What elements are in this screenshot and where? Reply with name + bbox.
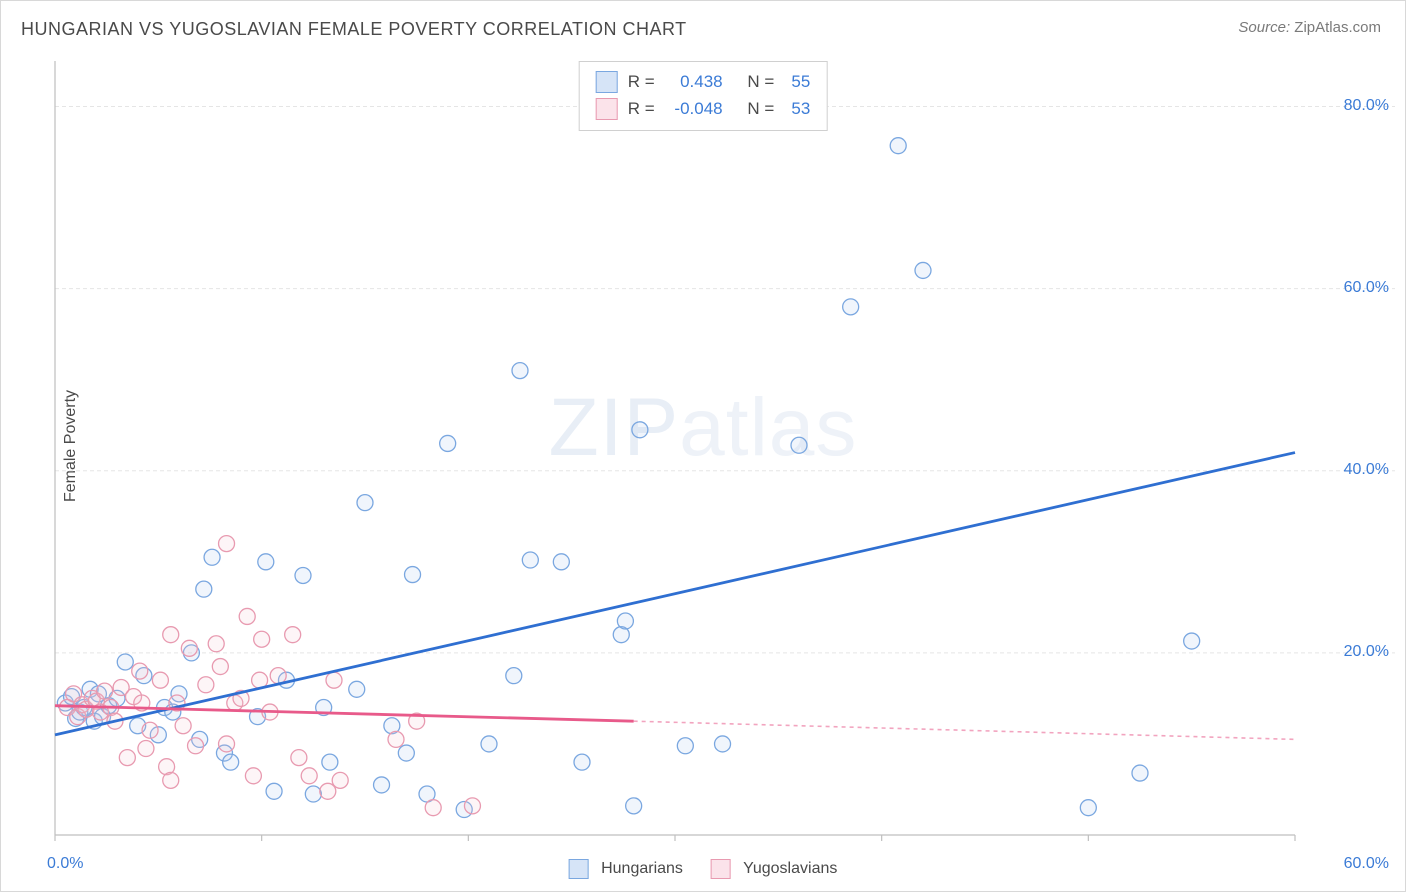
n-value-yugoslavians: 53 <box>784 95 810 122</box>
legend-item-hungarians: Hungarians <box>569 859 683 879</box>
source-label: Source: <box>1238 19 1290 36</box>
legend-swatch-hungarians <box>596 71 618 93</box>
source-name: ZipAtlas.com <box>1294 19 1381 36</box>
n-label: N = <box>747 68 774 95</box>
y-tick-label-40: 40.0% <box>1344 461 1389 479</box>
series-legend: Hungarians Yugoslavians <box>569 859 838 879</box>
legend-label-hungarians: Hungarians <box>601 860 683 877</box>
r-label: R = <box>628 95 655 122</box>
y-tick-label-20: 20.0% <box>1344 643 1389 661</box>
r-value-yugoslavians: -0.048 <box>665 95 723 122</box>
r-value-hungarians: 0.438 <box>665 68 723 95</box>
x-axis-min-label: 0.0% <box>47 855 83 873</box>
n-label: N = <box>747 95 774 122</box>
legend-row-hungarians: R = 0.438 N = 55 <box>596 68 811 95</box>
legend-label-yugoslavians: Yugoslavians <box>743 860 837 877</box>
y-tick-label-60: 60.0% <box>1344 279 1389 297</box>
plot-svg <box>51 59 1395 841</box>
y-tick-label-80: 80.0% <box>1344 97 1389 115</box>
correlation-legend: R = 0.438 N = 55 R = -0.048 N = 53 <box>579 61 828 131</box>
legend-row-yugoslavians: R = -0.048 N = 53 <box>596 95 811 122</box>
r-label: R = <box>628 68 655 95</box>
chart-container: HUNGARIAN VS YUGOSLAVIAN FEMALE POVERTY … <box>0 0 1406 892</box>
legend-swatch-yugoslavians-bottom <box>711 859 731 879</box>
legend-swatch-yugoslavians <box>596 98 618 120</box>
x-axis-max-label: 60.0% <box>1344 855 1389 873</box>
legend-swatch-hungarians-bottom <box>569 859 589 879</box>
chart-title: HUNGARIAN VS YUGOSLAVIAN FEMALE POVERTY … <box>21 19 687 40</box>
plot-area <box>51 59 1395 841</box>
legend-item-yugoslavians: Yugoslavians <box>711 859 837 879</box>
source-attribution: Source: ZipAtlas.com <box>1238 19 1381 36</box>
n-value-hungarians: 55 <box>784 68 810 95</box>
